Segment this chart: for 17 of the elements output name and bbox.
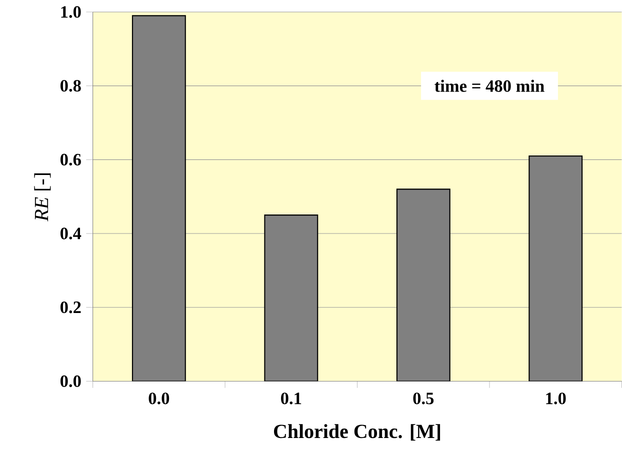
y-tick-label: 0.0 [60,375,81,388]
x-tick-label: 1.0 [546,392,566,404]
x-tick-label: 0.0 [148,392,170,404]
bar [264,214,318,382]
y-tick-label: 0.2 [60,301,81,314]
bar [132,15,186,382]
bar [396,188,450,382]
y-tick-label: 0.6 [60,154,81,166]
x-axis-title: Chloride Conc. [M] [274,424,440,441]
annotation: time = 480 min [434,80,544,92]
bar [528,155,583,382]
y-tick-label: 0.4 [60,228,82,240]
y-tick-label: 1.0 [61,6,81,18]
y-axis-title: RE [-] [34,173,51,222]
x-tick-label: 0.1 [281,392,302,404]
x-tick-label: 0.5 [413,392,434,404]
y-tick-label: 0.8 [60,80,81,92]
